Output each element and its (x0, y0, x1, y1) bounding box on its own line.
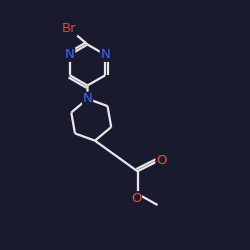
Text: O: O (131, 192, 141, 205)
Text: Br: Br (62, 22, 77, 36)
Text: N: N (83, 92, 92, 105)
Text: N: N (65, 48, 74, 61)
Text: O: O (156, 154, 166, 166)
Text: N: N (100, 48, 110, 61)
